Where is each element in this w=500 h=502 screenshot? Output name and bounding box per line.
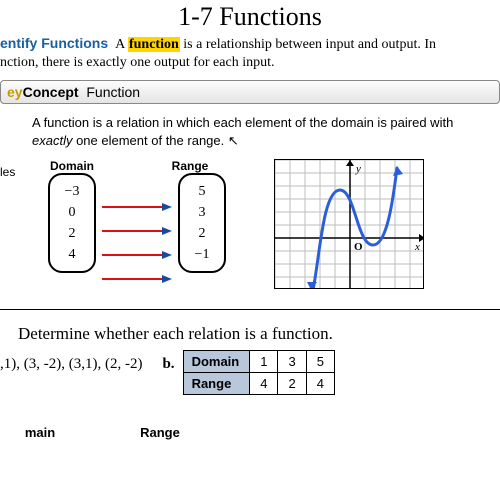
mapping-arrows xyxy=(102,193,172,293)
function-graph: y x O xyxy=(274,159,424,289)
bottom-row: main Range xyxy=(0,395,500,440)
table-cell: 4 xyxy=(306,373,334,395)
left-margin-label: les xyxy=(0,159,30,179)
table-head-range: Range xyxy=(183,373,250,395)
key-concept-bar: eyConcept Function xyxy=(0,80,500,104)
range-val: 3 xyxy=(199,205,206,221)
range-val: 5 xyxy=(199,184,206,200)
keybar-name: Function xyxy=(86,84,140,100)
bottom-domain-label: main xyxy=(10,425,70,440)
highlight-function: function xyxy=(128,37,180,52)
intro-before: A xyxy=(115,37,128,52)
domain-label: Domain xyxy=(48,159,96,173)
page-title: 1-7 Functions xyxy=(0,2,500,32)
range-box: 5 3 2 −1 xyxy=(178,173,226,273)
graph-panel: y x O xyxy=(274,159,424,292)
question-text: Determine whether each relation is a fun… xyxy=(0,310,500,348)
domain-val: −3 xyxy=(65,184,80,200)
svg-text:y: y xyxy=(355,163,361,175)
keybar-concept: Concept xyxy=(23,84,79,100)
domain-val: 0 xyxy=(69,205,76,221)
examples-row: les Domain Range −3 0 2 4 5 3 2 −1 y x O xyxy=(0,159,500,293)
bottom-range-label: Range xyxy=(130,425,190,440)
part-b-label: b. xyxy=(162,350,174,373)
domain-val: 4 xyxy=(69,247,76,263)
intro-after1: is a relationship between input and outp… xyxy=(180,37,436,52)
section-label: entify Functions xyxy=(0,35,108,51)
table-cell: 3 xyxy=(278,351,306,373)
range-val: 2 xyxy=(199,226,206,242)
part-a-text: ,1), (3, -2), (3,1), (2, -2) xyxy=(0,350,142,373)
range-val: −1 xyxy=(195,247,210,263)
problems-row: ,1), (3, -2), (3,1), (2, -2) b. Domain 1… xyxy=(0,348,500,395)
range-label: Range xyxy=(166,159,214,173)
defn-l2b: one element of the range. xyxy=(72,133,224,148)
table-head-domain: Domain xyxy=(183,351,250,373)
definition-text: A function is a relation in which each e… xyxy=(0,112,500,159)
intro-text: entify Functions A function is a relatio… xyxy=(0,32,500,78)
keybar-key: ey xyxy=(7,84,23,100)
table-cell: 2 xyxy=(278,373,306,395)
part-b: b. Domain 1 3 5 Range 4 2 4 xyxy=(162,350,334,395)
svg-text:x: x xyxy=(414,241,420,253)
mapping-diagram: Domain Range −3 0 2 4 5 3 2 −1 xyxy=(48,159,226,293)
intro-line2: nction, there is exactly one output for … xyxy=(0,55,274,70)
domain-box: −3 0 2 4 xyxy=(48,173,96,273)
domain-range-table: Domain 1 3 5 Range 4 2 4 xyxy=(183,350,335,395)
table-cell: 4 xyxy=(250,373,278,395)
defn-exactly: exactly xyxy=(32,133,72,148)
defn-l1: A function is a relation in which each e… xyxy=(32,115,453,130)
domain-val: 2 xyxy=(69,226,76,242)
cursor-icon: ↖ xyxy=(228,133,239,148)
svg-text:O: O xyxy=(354,241,363,253)
table-cell: 1 xyxy=(250,351,278,373)
table-cell: 5 xyxy=(306,351,334,373)
